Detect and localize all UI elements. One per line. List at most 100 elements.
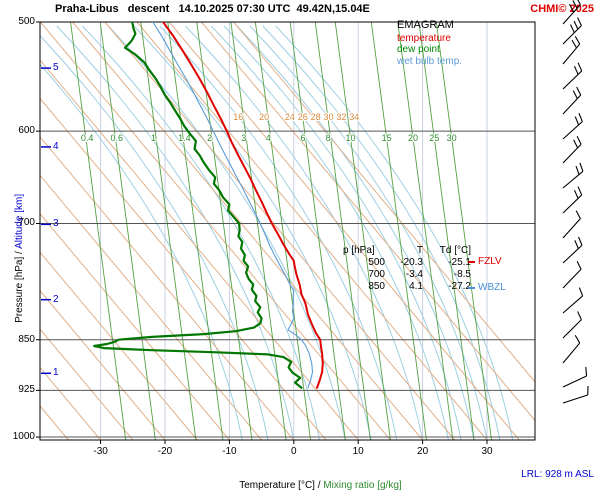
wind-barb-feather <box>573 65 579 75</box>
wind-barb-feather <box>579 162 584 172</box>
curve-dew-point <box>93 22 303 389</box>
wind-barb-staff <box>562 319 582 339</box>
altitude-axis-label: Altitude [km] <box>14 193 25 249</box>
wind-barb-feather <box>574 335 581 344</box>
wind-barb-staff <box>562 295 583 314</box>
dry-adiabat-line <box>233 22 535 383</box>
wind-barb-feather <box>571 39 577 49</box>
saturated-adiabat-line <box>82 25 321 440</box>
mixing-ratio-line <box>99 22 156 440</box>
wind-barb-staff <box>562 342 581 364</box>
wind-barb-feather <box>577 186 583 196</box>
y-axis-label: Pressure [hPa] / Altitude [km] <box>14 193 25 323</box>
mixing-ratio-line <box>167 22 224 440</box>
background-lines <box>40 22 535 440</box>
wind-barb-feather <box>574 240 579 249</box>
curve-wet-bulb-temp- <box>152 22 314 389</box>
mixing-ratio-label: 20 <box>408 133 418 143</box>
wind-barb-feather <box>577 0 581 5</box>
mixing-ratio-label: 15 <box>382 133 392 143</box>
dry-adiabat-line <box>40 136 295 440</box>
legend-item-dew-point: dew point <box>397 44 440 55</box>
mixing-ratio-line <box>334 22 391 440</box>
mixing-ratio-label: 1.4 <box>178 133 191 143</box>
legend-title: EMAGRAM <box>397 19 454 31</box>
wind-barb-feather <box>572 90 578 99</box>
mixing-ratio-labels: 0.4 0.6 1 1.4 2 3 4 6 8 10 15 20 25 30 <box>80 132 458 144</box>
mixing-ratio-line <box>140 22 197 440</box>
mixing-ratio-label: 30 <box>447 133 457 143</box>
table-row: 500 -20.3 -25.1 <box>368 257 471 268</box>
dry-adiabat-line <box>40 213 230 440</box>
col-dewpoint: Td [°C] <box>439 245 471 256</box>
saturated-adiabat-line <box>249 25 488 440</box>
pressure-axis-label: Pressure [hPa] <box>14 256 25 323</box>
dry-adiabat-line <box>72 22 423 440</box>
dry-adiabat-line <box>40 97 327 440</box>
table-header-row: p [hPa] T Td [°C] <box>340 245 474 257</box>
mixing-ratio-label: 3 <box>241 133 246 143</box>
wind-barb-staff <box>562 375 587 388</box>
wind-barb-feather <box>572 0 578 9</box>
wind-barb-staff <box>562 70 583 90</box>
dry-adiabat-line <box>40 174 262 440</box>
level-data-table: p [hPa] T Td [°C] 500 -20.3 -25.1 700 -3.4 -8… <box>340 245 474 293</box>
copyright: CHMI© 2025 <box>530 3 594 15</box>
saturated-adiabat-line <box>185 25 424 440</box>
wind-barb-staff <box>562 4 581 25</box>
mixing-ratio-line <box>435 22 492 440</box>
wind-barb-feather <box>569 3 575 13</box>
sat-adiabat-label: 32 <box>336 112 346 122</box>
sat-adiabat-label: 30 <box>324 112 334 122</box>
wind-barb-feather <box>573 20 579 30</box>
wind-barb-feather <box>585 366 588 377</box>
mixing-ratio-label: 8 <box>326 133 331 143</box>
page-title: Praha-Libus descent 14.10.2025 07:30 UTC… <box>55 3 370 15</box>
dry-adiabat-line <box>40 289 166 440</box>
mixing-ratio-label: 25 <box>429 133 439 143</box>
saturated-adiabat-line <box>223 25 462 440</box>
table-row: 700 -3.4 -8.5 <box>368 269 471 280</box>
plot-border <box>39 21 536 441</box>
legend-item-wet-bulb-temp-: wet bulb temp. <box>397 55 463 67</box>
wind-barb-feather <box>578 236 583 246</box>
legend: EMAGRAM temperature dew point wet bulb tem… <box>397 19 463 67</box>
mixing-ratio-label: 10 <box>346 133 356 143</box>
sat-adiabat-label: 34 <box>349 112 359 122</box>
mixing-ratio-label: 2 <box>207 133 212 143</box>
saturated-adiabat-line <box>275 25 514 440</box>
sat-adiabat-label: 20 <box>259 112 269 122</box>
mixing-ratio-label: 0.4 <box>81 133 94 143</box>
wind-barb-feather <box>576 86 582 96</box>
curve-temperature <box>162 22 324 389</box>
dry-adiabat-line <box>104 22 456 440</box>
wind-barb-feather <box>575 210 581 219</box>
col-temperature: T <box>416 245 423 256</box>
wind-barb-staff <box>562 268 582 289</box>
mixing-ratio-line <box>196 22 253 440</box>
wind-barb-feather <box>574 36 581 45</box>
dry-adiabat-line <box>40 59 359 440</box>
temperature-axis-label: Temperature [°C] <box>239 480 315 491</box>
dry-adiabat-line <box>201 22 535 422</box>
wind-barb-feather <box>574 116 580 126</box>
wind-barb-feather <box>578 113 583 122</box>
dry-adiabat-line <box>40 328 134 440</box>
saturated-adiabat-line <box>107 25 346 440</box>
wind-barb-feather <box>570 24 575 33</box>
mixing-ratio-label: 4 <box>266 133 271 143</box>
wind-barb-staff <box>562 143 582 164</box>
mixing-ratio-line <box>397 22 454 440</box>
wind-barb-feather <box>576 260 582 270</box>
wind-barb-feather <box>575 165 580 175</box>
mixing-ratio-line <box>254 22 311 440</box>
dry-adiabat-line <box>40 366 101 440</box>
wind-barb-staff <box>562 94 582 115</box>
sat-adiabat-label: 26 <box>298 112 308 122</box>
saturated-adiabat-line <box>40 34 269 440</box>
sat-adiabat-label: 28 <box>311 112 321 122</box>
x-axis-label: Temperature [°C] / Mixing ratio [g/kg] <box>239 480 402 491</box>
mixing-ratio-axis-label: Mixing ratio [g/kg] <box>323 480 402 491</box>
